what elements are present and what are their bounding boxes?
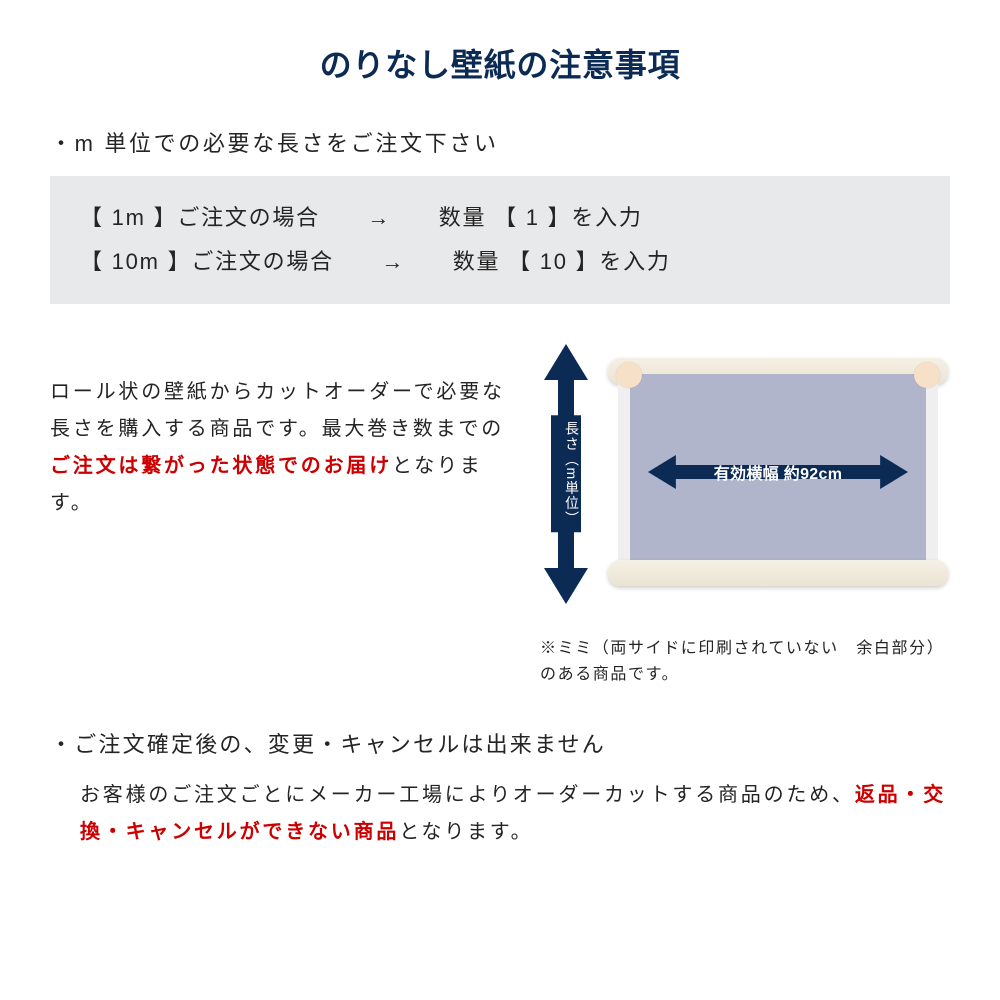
no-cancel-body: お客様のご注文ごとにメーカー工場によりオーダーカットする商品のため、返品・交換・… (50, 777, 950, 851)
length-arrow: 長さ（m単位） (540, 344, 592, 604)
no-cancel-post: となります。 (399, 821, 533, 843)
width-arrow: 有効横幅 約92cm (648, 455, 908, 489)
roll-bottom-edge (608, 560, 948, 586)
no-cancel-pre: お客様のご注文ごとにメーカー工場によりオーダーカットする商品のため、 (80, 784, 855, 806)
wallpaper-roll-illustration: 有効横幅 約92cm (608, 344, 948, 594)
cut-order-text-pre: ロール状の壁紙からカットオーダーで必要な長さを購入する商品です。最大巻き数までの (50, 381, 505, 440)
cut-order-text-emphasis: ご注文は繋がった状態でのお届け (50, 455, 392, 477)
hand-right-icon (914, 362, 940, 388)
bullet-no-cancel: ・ご注文確定後の、変更・キャンセルは出来ません (50, 727, 950, 759)
example-line-10m: 【 10m 】ご注文の場合 → 数量 【 10 】を入力 (80, 240, 920, 284)
page-title: のりなし壁紙の注意事項 (50, 40, 950, 86)
example-line-1m: 【 1m 】ご注文の場合 → 数量 【 1 】を入力 (80, 196, 920, 240)
description-row: ロール状の壁紙からカットオーダーで必要な長さを購入する商品です。最大巻き数までの… (50, 344, 950, 624)
hand-left-icon (616, 362, 642, 388)
cut-order-description: ロール状の壁紙からカットオーダーで必要な長さを購入する商品です。最大巻き数までの… (50, 344, 510, 624)
width-label: 有効横幅 約92cm (714, 460, 843, 484)
roll-sheet: 有効横幅 約92cm (618, 374, 938, 570)
length-label: 長さ（m単位） (551, 415, 581, 532)
wallpaper-diagram: 長さ（m単位） 有効横幅 約92cm (530, 344, 950, 624)
bullet-order-units: ・m 単位での必要な長さをご注文下さい (50, 126, 950, 158)
mimi-note: ※ミミ（両サイドに印刷されていない 余白部分）のある商品です。 (540, 636, 950, 687)
order-example-box: 【 1m 】ご注文の場合 → 数量 【 1 】を入力 【 10m 】ご注文の場合… (50, 176, 950, 304)
